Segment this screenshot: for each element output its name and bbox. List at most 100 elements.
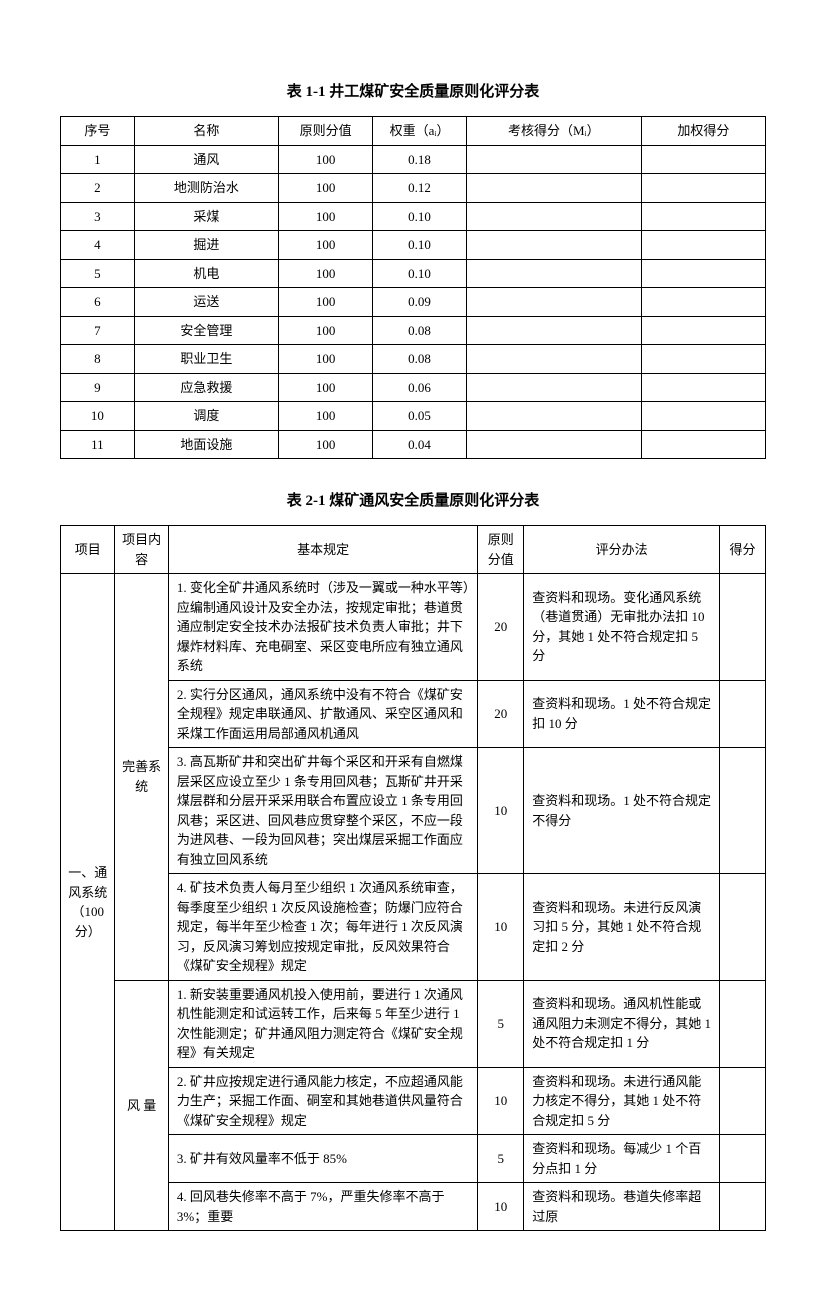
score-cell: 20 (478, 574, 524, 681)
cell: 0.12 (373, 174, 467, 203)
rule-cell: 1. 变化全矿井通风系统时（涉及一翼或一种水平等）应编制通风设计及安全办法，按规… (168, 574, 478, 681)
cell: 0.18 (373, 145, 467, 174)
cell: 掘进 (134, 231, 278, 260)
table-row: 2地测防治水1000.12 (61, 174, 766, 203)
cell: 0.10 (373, 231, 467, 260)
method-cell: 查资料和现场。每减少 1 个百分点扣 1 分 (524, 1135, 720, 1183)
cell: 100 (279, 231, 373, 260)
got-cell (720, 574, 766, 681)
cell: 100 (279, 288, 373, 317)
cell (466, 174, 641, 203)
cell: 0.10 (373, 259, 467, 288)
cell: 0.08 (373, 345, 467, 374)
cell: 6 (61, 288, 135, 317)
cell: 调度 (134, 402, 278, 431)
table-row: 风 量1. 新安装重要通风机投入使用前，要进行 1 次通风机性能测定和试运转工作… (61, 980, 766, 1067)
table-row: 11地面设施1000.04 (61, 430, 766, 459)
t2-h1: 项目内容 (115, 526, 168, 574)
cell: 0.04 (373, 430, 467, 459)
cell (641, 373, 765, 402)
rule-cell: 4. 回风巷失修率不高于 7%，严重失修率不高于 3%；重要 (168, 1183, 478, 1231)
cell: 7 (61, 316, 135, 345)
cell (466, 430, 641, 459)
cell (641, 174, 765, 203)
cell: 0.08 (373, 316, 467, 345)
cell (641, 202, 765, 231)
cell (466, 231, 641, 260)
cell: 机电 (134, 259, 278, 288)
method-cell: 查资料和现场。变化通风系统（巷道贯通）无审批办法扣 10 分，其她 1 处不符合… (524, 574, 720, 681)
cell: 100 (279, 202, 373, 231)
method-cell: 查资料和现场。巷道失修率超过原 (524, 1183, 720, 1231)
cell: 100 (279, 174, 373, 203)
t2-h5: 得分 (720, 526, 766, 574)
cell: 通风 (134, 145, 278, 174)
table-row: 一、通风系统（100分）完善系统1. 变化全矿井通风系统时（涉及一翼或一种水平等… (61, 574, 766, 681)
cell: 100 (279, 402, 373, 431)
method-cell: 查资料和现场。通风机性能或通风阻力未测定不得分，其她 1 处不符合规定扣 1 分 (524, 980, 720, 1067)
table1-title: 表 1-1 井工煤矿安全质量原则化评分表 (60, 80, 766, 101)
cell: 0.10 (373, 202, 467, 231)
cell: 5 (61, 259, 135, 288)
scoring-table-2: 项目 项目内容 基本规定 原则分值 评分办法 得分 一、通风系统（100分）完善… (60, 525, 766, 1231)
got-cell (720, 1183, 766, 1231)
table-row: 9应急救援1000.06 (61, 373, 766, 402)
cell: 0.05 (373, 402, 467, 431)
cell (466, 373, 641, 402)
score-cell: 10 (478, 1183, 524, 1231)
got-cell (720, 1067, 766, 1135)
table-row: 4掘进1000.10 (61, 231, 766, 260)
cell (466, 145, 641, 174)
cell: 10 (61, 402, 135, 431)
cell: 11 (61, 430, 135, 459)
t1-h4: 考核得分（Mᵢ） (466, 117, 641, 146)
got-cell (720, 874, 766, 981)
cell (641, 259, 765, 288)
cell (466, 259, 641, 288)
scoring-table-1: 序号 名称 原则分值 权重（aᵢ） 考核得分（Mᵢ） 加权得分 1通风1000.… (60, 116, 766, 459)
cell (641, 231, 765, 260)
score-cell: 5 (478, 980, 524, 1067)
cell (641, 316, 765, 345)
cell: 8 (61, 345, 135, 374)
cell: 安全管理 (134, 316, 278, 345)
content-cell: 风 量 (115, 980, 168, 1231)
score-cell: 10 (478, 1067, 524, 1135)
cell: 地面设施 (134, 430, 278, 459)
rule-cell: 2. 实行分区通风，通风系统中没有不符合《煤矿安全规程》规定串联通风、扩散通风、… (168, 680, 478, 748)
t2-h2: 基本规定 (168, 526, 478, 574)
t2-h3: 原则分值 (478, 526, 524, 574)
t1-h1: 名称 (134, 117, 278, 146)
score-cell: 10 (478, 748, 524, 874)
cell: 3 (61, 202, 135, 231)
t1-h0: 序号 (61, 117, 135, 146)
cell: 0.06 (373, 373, 467, 402)
cell: 100 (279, 259, 373, 288)
got-cell (720, 980, 766, 1067)
method-cell: 查资料和现场。未进行通风能力核定不得分，其她 1 处不符合规定扣 5 分 (524, 1067, 720, 1135)
method-cell: 查资料和现场。1 处不符合规定不得分 (524, 748, 720, 874)
rule-cell: 3. 矿井有效风量率不低于 85% (168, 1135, 478, 1183)
got-cell (720, 1135, 766, 1183)
cell (641, 345, 765, 374)
t1-h5: 加权得分 (641, 117, 765, 146)
t2-h0: 项目 (61, 526, 115, 574)
cell (466, 202, 641, 231)
cell: 应急救援 (134, 373, 278, 402)
cell: 4 (61, 231, 135, 260)
score-cell: 5 (478, 1135, 524, 1183)
cell: 职业卫生 (134, 345, 278, 374)
cell: 运送 (134, 288, 278, 317)
cell: 地测防治水 (134, 174, 278, 203)
cell (466, 402, 641, 431)
t2-h4: 评分办法 (524, 526, 720, 574)
method-cell: 查资料和现场。未进行反风演习扣 5 分，其她 1 处不符合规定扣 2 分 (524, 874, 720, 981)
cell: 0.09 (373, 288, 467, 317)
rule-cell: 3. 高瓦斯矿井和突出矿井每个采区和开采有自燃煤层采区应设立至少 1 条专用回风… (168, 748, 478, 874)
table-row: 3采煤1000.10 (61, 202, 766, 231)
cell (466, 345, 641, 374)
cell (466, 288, 641, 317)
score-cell: 20 (478, 680, 524, 748)
project-cell: 一、通风系统（100分） (61, 574, 115, 1231)
cell: 采煤 (134, 202, 278, 231)
